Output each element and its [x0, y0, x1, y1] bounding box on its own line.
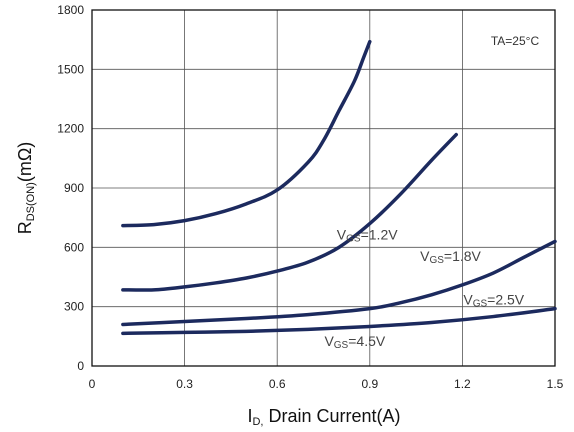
- y-tick-label: 0: [77, 359, 84, 373]
- plot-frame: [91, 9, 556, 367]
- series-label: VGS=2.5V: [463, 292, 524, 310]
- temperature-annotation: TA=25°C: [491, 34, 540, 48]
- series-curves: [121, 39, 557, 336]
- y-tick-label: 300: [64, 300, 84, 314]
- series-line: [121, 306, 557, 336]
- y-tick-label: 900: [64, 181, 84, 195]
- grid-lines: [92, 10, 555, 366]
- x-tick-labels: 0 0.3 0.6 0.9 1.2 1.5: [89, 377, 564, 391]
- x-axis-title: ID, Drain Current(A): [247, 406, 400, 428]
- x-tick-label: 1.5: [547, 377, 564, 391]
- series-line: [121, 239, 557, 327]
- y-tick-label: 1200: [57, 122, 84, 136]
- x-tick-label: 1.2: [454, 377, 471, 391]
- x-tick-label: 0.3: [176, 377, 193, 391]
- x-tick-label: 0: [89, 377, 96, 391]
- series-label: VGS=1.2V: [337, 226, 398, 244]
- y-tick-label: 1800: [57, 3, 84, 17]
- series-line: [121, 39, 372, 228]
- series-labels: VGS=1.2V VGS=1.8V VGS=2.5V VGS=4.5V: [324, 226, 524, 351]
- series-label: VGS=4.5V: [324, 333, 385, 351]
- y-tick-label: 1500: [57, 62, 84, 76]
- y-tick-labels: 0 300 600 900 1200 1500 1800: [57, 3, 84, 373]
- y-axis-title: RDS(ON)(mΩ): [15, 142, 37, 235]
- y-tick-label: 600: [64, 240, 84, 254]
- series-line: [121, 132, 458, 292]
- series-label: VGS=1.8V: [420, 248, 481, 266]
- x-tick-label: 0.6: [269, 377, 286, 391]
- x-tick-label: 0.9: [361, 377, 378, 391]
